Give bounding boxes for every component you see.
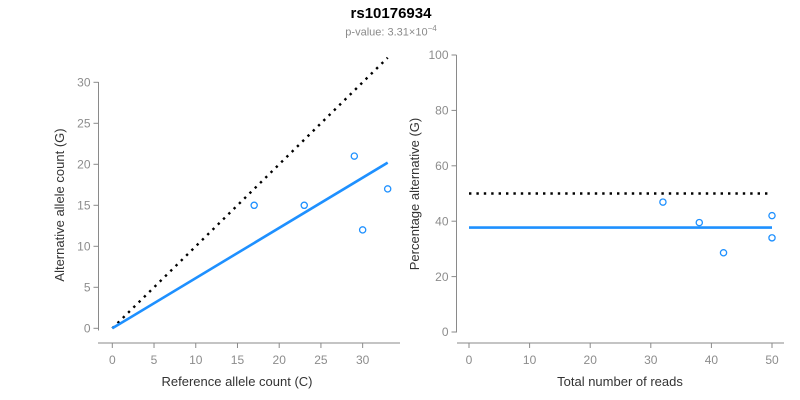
x-tick-label: 40 bbox=[705, 353, 719, 367]
data-point bbox=[719, 249, 728, 257]
data-point bbox=[300, 201, 308, 210]
right-x-axis-label: Total number of reads bbox=[557, 374, 683, 389]
y-tick-label: 30 bbox=[77, 76, 91, 90]
fitted-allelic-ratio-line bbox=[111, 161, 389, 330]
data-point bbox=[250, 201, 258, 210]
x-tick-label: 20 bbox=[273, 353, 287, 367]
x-tick-label: 10 bbox=[523, 353, 537, 367]
y-tick-label: 0 bbox=[84, 322, 91, 336]
x-tick-label: 0 bbox=[466, 353, 473, 367]
y-tick-label: 80 bbox=[435, 104, 449, 118]
x-tick-label: 30 bbox=[644, 353, 658, 367]
left-x-axis-label: Reference allele count (C) bbox=[161, 374, 312, 389]
data-point bbox=[383, 185, 392, 193]
y-tick-label: 60 bbox=[435, 159, 449, 173]
data-point bbox=[659, 198, 667, 206]
y-tick-label: 100 bbox=[428, 48, 448, 62]
x-tick-label: 30 bbox=[356, 353, 370, 367]
pvalue-label: p-value: bbox=[345, 26, 385, 39]
figure-title: rs10176934 bbox=[350, 5, 432, 22]
right-y-axis-label: Percentage alternative (G) bbox=[407, 118, 422, 270]
y-tick-label: 40 bbox=[435, 214, 449, 228]
y-tick-label: 15 bbox=[77, 199, 91, 213]
pvalue-mantissa: 3.31×10 bbox=[387, 26, 428, 39]
x-tick-label: 50 bbox=[765, 353, 779, 367]
scatter-panel-percentage: 0 10 20 30 40 50 0 20 40 60 80 100 bbox=[428, 48, 784, 367]
y-tick-label: 0 bbox=[442, 325, 449, 339]
x-tick-label: 15 bbox=[231, 353, 245, 367]
x-tick-label: 0 bbox=[109, 353, 116, 367]
pvalue-exponent: −4 bbox=[427, 24, 437, 33]
expected-1to1-line bbox=[111, 56, 389, 330]
y-tick-label: 20 bbox=[435, 270, 449, 284]
x-tick-label: 25 bbox=[314, 353, 328, 367]
x-tick-label: 20 bbox=[584, 353, 598, 367]
y-tick-label: 10 bbox=[77, 240, 91, 254]
y-tick-label: 25 bbox=[77, 117, 91, 131]
figure-subtitle: p-value: 3.31×10−4 bbox=[345, 24, 436, 39]
x-tick-label: 5 bbox=[151, 353, 158, 367]
data-point bbox=[350, 152, 359, 160]
y-tick-label: 20 bbox=[77, 158, 91, 172]
y-tick-label: 5 bbox=[84, 281, 91, 295]
data-point bbox=[695, 218, 704, 227]
x-tick-label: 10 bbox=[189, 353, 203, 367]
data-point bbox=[768, 234, 776, 242]
left-y-axis-label: Alternative allele count (G) bbox=[52, 128, 67, 281]
scatter-panel-allele-counts: 0 5 10 15 20 25 30 0 5 10 15 20 25 30 bbox=[77, 56, 400, 367]
data-point bbox=[358, 226, 367, 234]
data-point bbox=[768, 211, 776, 220]
